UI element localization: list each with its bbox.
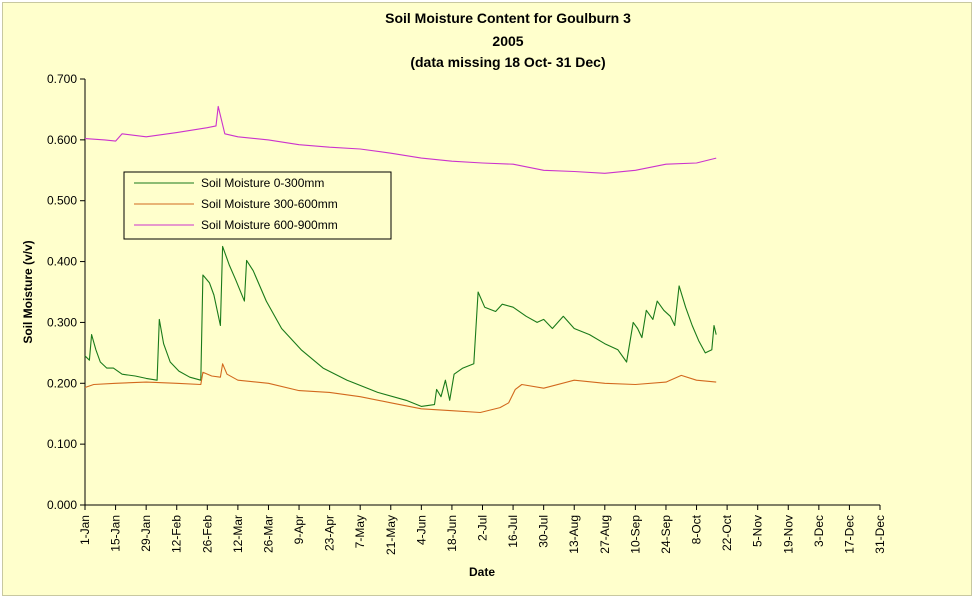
x-tick-label: 26-Feb	[200, 515, 214, 553]
y-tick-label: 0.100	[47, 437, 77, 451]
x-tick-label: 21-May	[384, 515, 398, 555]
series-line-1	[84, 363, 717, 414]
y-tick-label: 0.700	[47, 72, 77, 86]
x-tick-label: 3-Dec	[812, 515, 826, 547]
x-tick-label: 19-Nov	[781, 515, 795, 554]
x-tick-label: 7-May	[353, 515, 367, 548]
axes-layer: 0.000 0.100 0.200 0.300 0.400 0.500 0.600 0.700…	[47, 72, 887, 555]
x-tick-label: 23-Apr	[323, 515, 337, 551]
x-tick-label: 12-Mar	[231, 515, 245, 553]
x-tick-label: 10-Sep	[628, 515, 642, 554]
x-tick-label: 2-Jul	[476, 515, 490, 541]
y-tick-label: 0.600	[47, 133, 77, 147]
y-tick-label: 0.400	[47, 255, 77, 269]
chart-title-line-3: (data missing 18 Oct- 31 Dec)	[410, 54, 606, 70]
series-layer	[84, 105, 717, 414]
plot-area	[85, 79, 880, 505]
y-tick-label: 0.500	[47, 194, 77, 208]
y-tick-label: 0.000	[47, 498, 77, 512]
legend-label-2: Soil Moisture 600-900mm	[201, 218, 338, 232]
x-tick-label: 16-Jul	[506, 515, 520, 548]
y-tick-label: 0.300	[47, 315, 77, 329]
x-tick-label: 22-Oct	[720, 514, 734, 551]
y-axis-title: Soil Moisture (v/v)	[21, 240, 35, 343]
x-tick-label: 31-Dec	[873, 515, 887, 554]
x-tick-label: 26-Mar	[261, 515, 275, 553]
y-tick-label: 0.200	[47, 376, 77, 390]
chart-title-line-1: Soil Moisture Content for Goulburn 3	[385, 10, 631, 26]
x-tick-label: 8-Oct	[690, 514, 704, 544]
x-tick-label: 5-Nov	[751, 515, 765, 547]
x-tick-label: 12-Feb	[170, 515, 184, 553]
x-axis-title: Date	[469, 565, 495, 579]
legend-label-0: Soil Moisture 0-300mm	[201, 176, 324, 190]
x-tick-label: 29-Jan	[139, 515, 153, 552]
legend-label-1: Soil Moisture 300-600mm	[201, 197, 338, 211]
chart-title-line-2: 2005	[492, 33, 524, 49]
x-tick-label: 1-Jan	[78, 515, 92, 545]
x-tick-label: 24-Sep	[659, 515, 673, 554]
x-tick-label: 4-Jun	[414, 515, 428, 545]
x-tick-label: 9-Apr	[292, 515, 306, 544]
x-tick-label: 15-Jan	[109, 515, 123, 552]
legend: Soil Moisture 0-300mm Soil Moisture 300-…	[123, 171, 392, 240]
x-tick-label: 17-Dec	[842, 515, 856, 554]
series-line-0	[84, 245, 717, 407]
x-tick-label: 30-Jul	[537, 515, 551, 548]
series-line-2	[84, 105, 717, 174]
x-tick-label: 13-Aug	[567, 515, 581, 554]
x-tick-label: 27-Aug	[598, 515, 612, 554]
x-tick-label: 18-Jun	[445, 515, 459, 552]
